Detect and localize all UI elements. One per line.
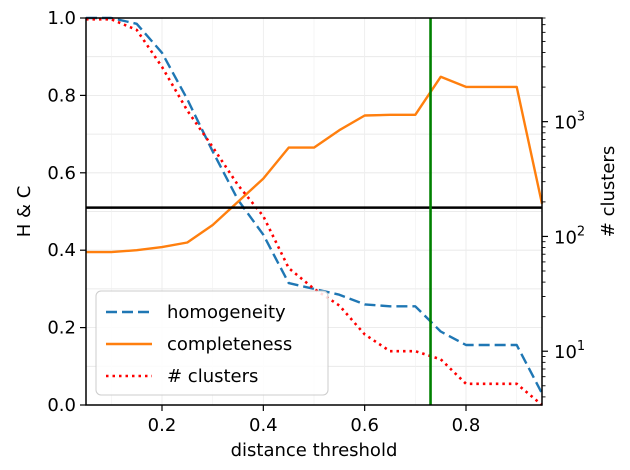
y2-tick-label: 101 bbox=[554, 339, 585, 363]
legend: homogeneity completeness # clusters bbox=[95, 290, 329, 396]
x-axis-title: distance threshold bbox=[231, 440, 398, 461]
x-tick-label: 0.8 bbox=[452, 415, 481, 436]
series-group bbox=[86, 16, 544, 406]
y2-axis-title: # clusters bbox=[598, 146, 619, 237]
y-axis-title: H & C bbox=[14, 186, 35, 238]
y-tick-label: 0.8 bbox=[47, 85, 76, 106]
legend-label-clusters: # clusters bbox=[167, 366, 258, 387]
y-tick-label: 0.2 bbox=[47, 318, 76, 339]
plot-frame bbox=[85, 17, 543, 406]
series-line-clusters bbox=[86, 17, 543, 406]
y-tick-label: 0.0 bbox=[47, 395, 76, 416]
y-tick-label: 1.0 bbox=[47, 8, 76, 29]
y-tick-label: 0.4 bbox=[47, 240, 76, 261]
legend-label-completeness: completeness bbox=[167, 334, 292, 355]
series-line-homogeneity bbox=[86, 16, 544, 394]
reference-lines bbox=[86, 18, 542, 405]
axis-ticks: 0.2 0.4 0.6 0.8 0.0 0.2 0.4 0.6 0.8 1.0 101 102 103 bbox=[47, 8, 585, 436]
y-tick-label: 0.6 bbox=[47, 163, 76, 184]
y2-tick-label: 102 bbox=[554, 224, 585, 248]
x-tick-label: 0.2 bbox=[148, 415, 177, 436]
x-tick-label: 0.6 bbox=[350, 415, 379, 436]
legend-label-homogeneity: homogeneity bbox=[167, 302, 286, 323]
y2-tick-label: 103 bbox=[554, 110, 585, 134]
legend-box bbox=[95, 290, 329, 396]
series-line-completeness bbox=[86, 75, 544, 254]
x-tick-label: 0.4 bbox=[249, 415, 278, 436]
